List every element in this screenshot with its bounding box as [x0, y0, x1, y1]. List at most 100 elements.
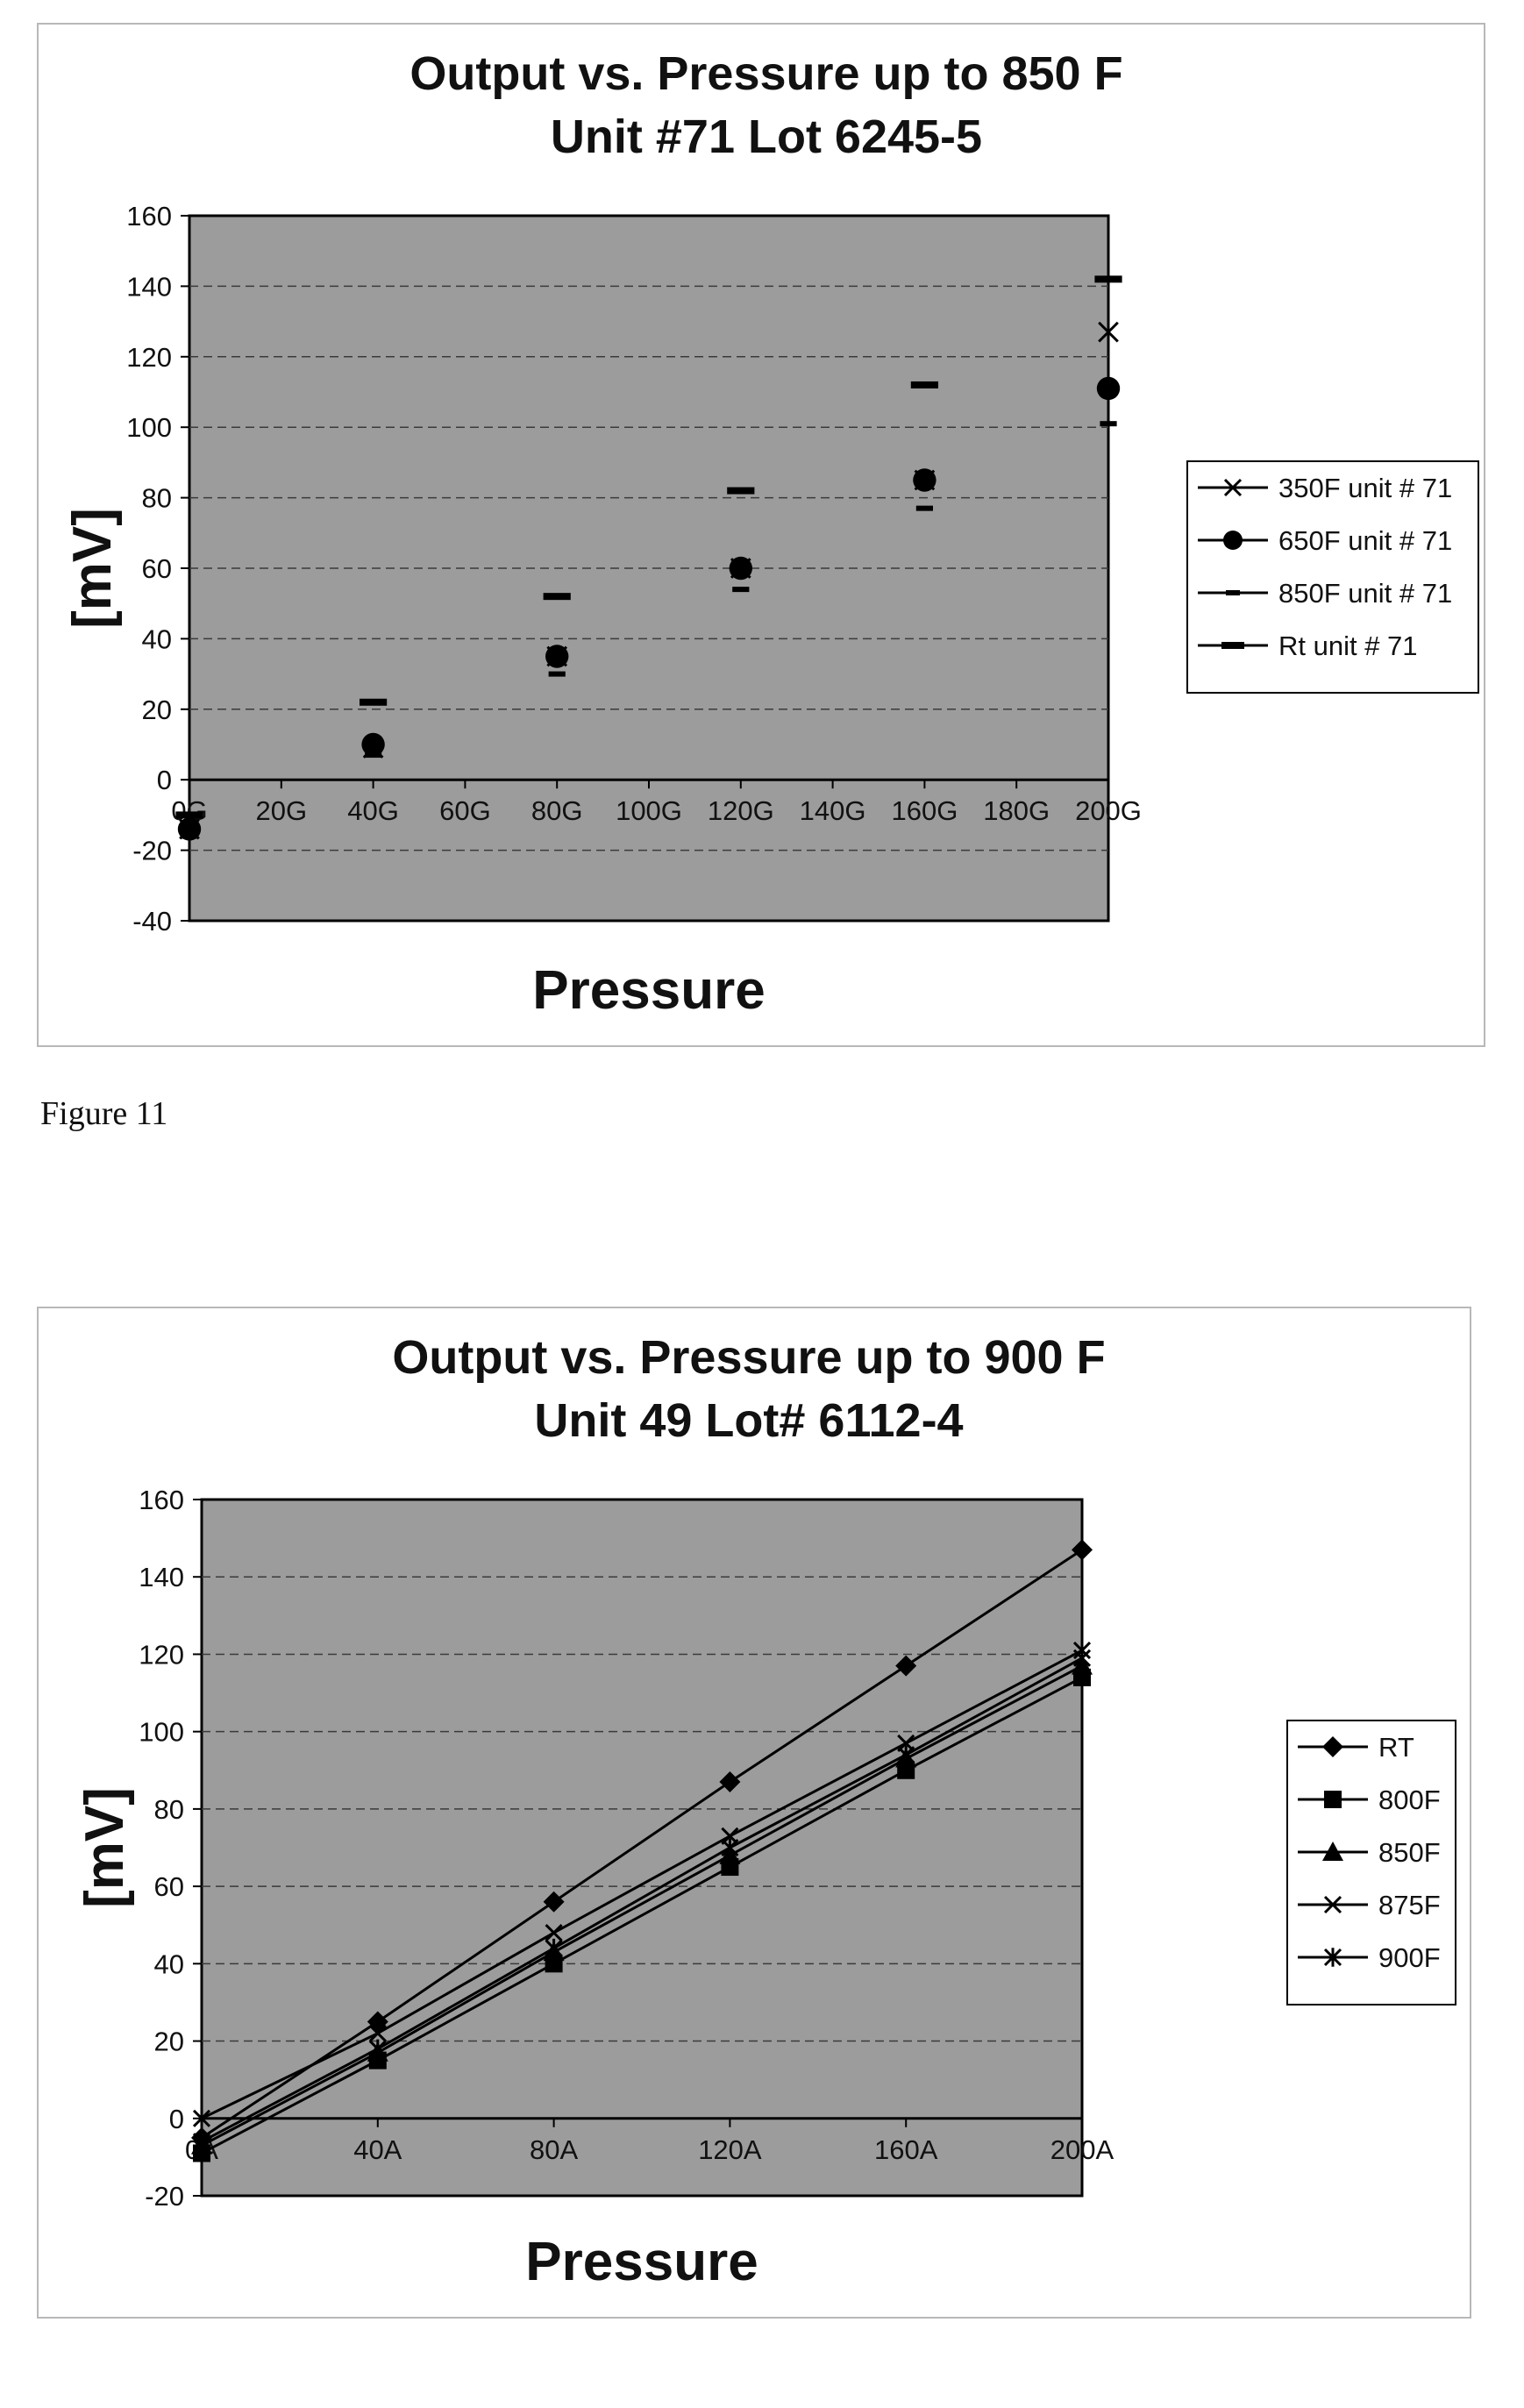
chart-1-frame: Output vs. Pressure up to 850 F Unit #71 … [37, 23, 1485, 1047]
chart-1-y-tick-label: -40 [132, 906, 172, 937]
chart-1-legend-label: 650F unit # 71 [1278, 525, 1452, 556]
chart-1-y-tick-label: -20 [132, 836, 172, 866]
chart-1-legend-label: Rt unit # 71 [1278, 630, 1418, 661]
chart-1-data-point [543, 593, 571, 601]
chart-1-data-point [365, 752, 382, 759]
chart-1-y-axis-label: [mV] [62, 508, 123, 629]
chart-1-x-tick-label: 200G [1075, 795, 1142, 826]
chart-2-x-axis-label: Pressure [525, 2232, 758, 2292]
chart-1-x-tick-label: 40G [347, 795, 399, 826]
chart-2-legend-label: 850F [1378, 1837, 1441, 1868]
chart-2-legend-label: 800F [1378, 1785, 1441, 1815]
chart-2-legend-label: 900F [1378, 1942, 1441, 1973]
chart-2-data-point [897, 1745, 915, 1764]
chart-1-data-point [910, 381, 938, 388]
chart-2-data-point [368, 2039, 387, 2059]
chart-1-x-axis-label: Pressure [532, 960, 765, 1021]
chart-2-series-line [201, 1656, 1083, 2143]
chart-2-subtitle: Unit 49 Lot# 6112-4 [534, 1394, 963, 1447]
chart-2-series-5 [192, 1649, 1092, 2152]
chart-2-y-tick-label: 80 [154, 1794, 184, 1825]
chart-1-legend-box [1186, 460, 1479, 694]
chart-2-legend-label: RT [1378, 1732, 1414, 1763]
chart-2-series-line [201, 1649, 1083, 2120]
chart-1-legend-marker [1221, 642, 1244, 649]
chart-1-x-tick-label: 120G [708, 795, 774, 826]
chart-2-data-point [192, 2132, 211, 2152]
chart-2-x-tick-label: 40A [353, 2134, 402, 2165]
chart-1-y-tick-label: 80 [142, 483, 172, 514]
chart-2-data-point [1072, 1539, 1093, 1561]
chart-2-y-tick-label: 20 [154, 2027, 184, 2057]
chart-1-data-point [729, 556, 752, 581]
chart-2-frame: Output vs. Pressure up to 900 F Unit 49 L… [37, 1307, 1471, 2319]
chart-1-data-point [1094, 275, 1122, 283]
chart-1-data-point [727, 487, 755, 495]
chart-2-x-tick-label: 200A [1050, 2134, 1115, 2165]
chart-1-title: Output vs. Pressure up to 850 F [409, 47, 1122, 100]
chart-1-series-4 [175, 275, 1122, 819]
chart-2-data-point [1072, 1649, 1092, 1668]
chart-1-legend-marker [1223, 478, 1243, 497]
chart-1-y-tick-label: 20 [142, 695, 172, 725]
chart-1-x-tick-label: 20G [255, 795, 307, 826]
chart-1-data-point [360, 698, 388, 706]
chart-1-data-point [1096, 376, 1121, 401]
chart-1-subtitle: Unit #71 Lot 6245-5 [551, 110, 982, 163]
chart-2-data-point [721, 1838, 739, 1857]
chart-2-data-point [192, 2109, 211, 2127]
chart-2-legend-marker [1324, 1791, 1342, 1808]
chart-2-data-point [719, 1771, 741, 1793]
chart-2-y-tick-label: 40 [154, 1948, 184, 1979]
chart-1: Output vs. Pressure up to 850 F Unit #71 … [62, 47, 1479, 1021]
chart-1-data-point [545, 645, 569, 668]
chart-2-y-axis-label: [mV] [75, 1787, 135, 1908]
chart-1-x-tick-label: 60G [439, 795, 491, 826]
chart-2-y-tick-label: 100 [139, 1717, 184, 1748]
chart-2-y-ticks: -20 0 20 40 60 80 100 120 140 160 [139, 1485, 202, 2212]
chart-2-legend-marker [1323, 1948, 1342, 1967]
chart-1-legend: 350F unit # 71 650F unit # 71 850F unit # … [1186, 460, 1479, 694]
chart-1-data-point [548, 671, 566, 677]
chart-2-x-tick-label: 120A [698, 2134, 762, 2165]
chart-2-y-tick-label: 120 [139, 1639, 184, 1670]
chart-2-title: Output vs. Pressure up to 900 F [392, 1331, 1105, 1384]
chart-1-data-point [1100, 421, 1117, 427]
chart-2-y-tick-label: 160 [139, 1485, 184, 1515]
chart-1-data-point [181, 833, 198, 839]
chart-1-data-point [1098, 321, 1119, 343]
chart-2-legend-label: 875F [1378, 1890, 1441, 1920]
chart-1-y-tick-label: 160 [126, 201, 172, 232]
chart-2-data-point [368, 2024, 387, 2042]
chart-2-data-point [543, 1891, 565, 1913]
chart-2-y-tick-label: 60 [154, 1871, 184, 1902]
chart-2-y-tick-label: 0 [169, 2104, 184, 2134]
chart-1-legend-marker [1226, 590, 1240, 595]
chart-1-series-3 [181, 421, 1117, 839]
chart-1-x-tick-label: 80G [531, 795, 583, 826]
chart-1-x-tick-label: 100G [616, 795, 682, 826]
figure-caption: Figure 11 [40, 1095, 168, 1132]
chart-1-data-point [732, 587, 750, 593]
chart-1-data-point [915, 505, 933, 511]
chart-2-series-line [201, 1664, 1083, 2147]
chart-1-data-point [913, 468, 936, 492]
chart-2-x-tick-label: 80A [530, 2134, 578, 2165]
chart-2-y-tick-label: 140 [139, 1562, 184, 1592]
chart-2-series-line [201, 1549, 1083, 2140]
chart-2-series-line [201, 1676, 1083, 2155]
chart-1-data-point [175, 811, 203, 819]
chart-2-y-tick-label: -20 [145, 2181, 184, 2212]
chart-1-y-tick-label: 100 [126, 412, 172, 443]
chart-1-y-ticks: -40 -20 0 20 40 60 80 100 120 140 160 [126, 201, 189, 937]
chart-1-x-ticks: 0G 20G 40G 60G 80G 100G 120G 140G 160G 180G 200G [171, 780, 1142, 826]
chart-1-y-tick-label: 0 [157, 765, 172, 795]
chart-2: Output vs. Pressure up to 900 F Unit 49 L… [75, 1331, 1456, 2292]
chart-1-x-tick-label: 140G [800, 795, 866, 826]
chart-2-data-point [545, 1938, 563, 1958]
chart-1-y-tick-label: 140 [126, 271, 172, 302]
chart-1-data-point [361, 732, 385, 757]
chart-2-legend-marker [1322, 1842, 1343, 1861]
chart-1-y-tick-label: 40 [142, 623, 172, 654]
chart-1-x-tick-label: 180G [983, 795, 1050, 826]
